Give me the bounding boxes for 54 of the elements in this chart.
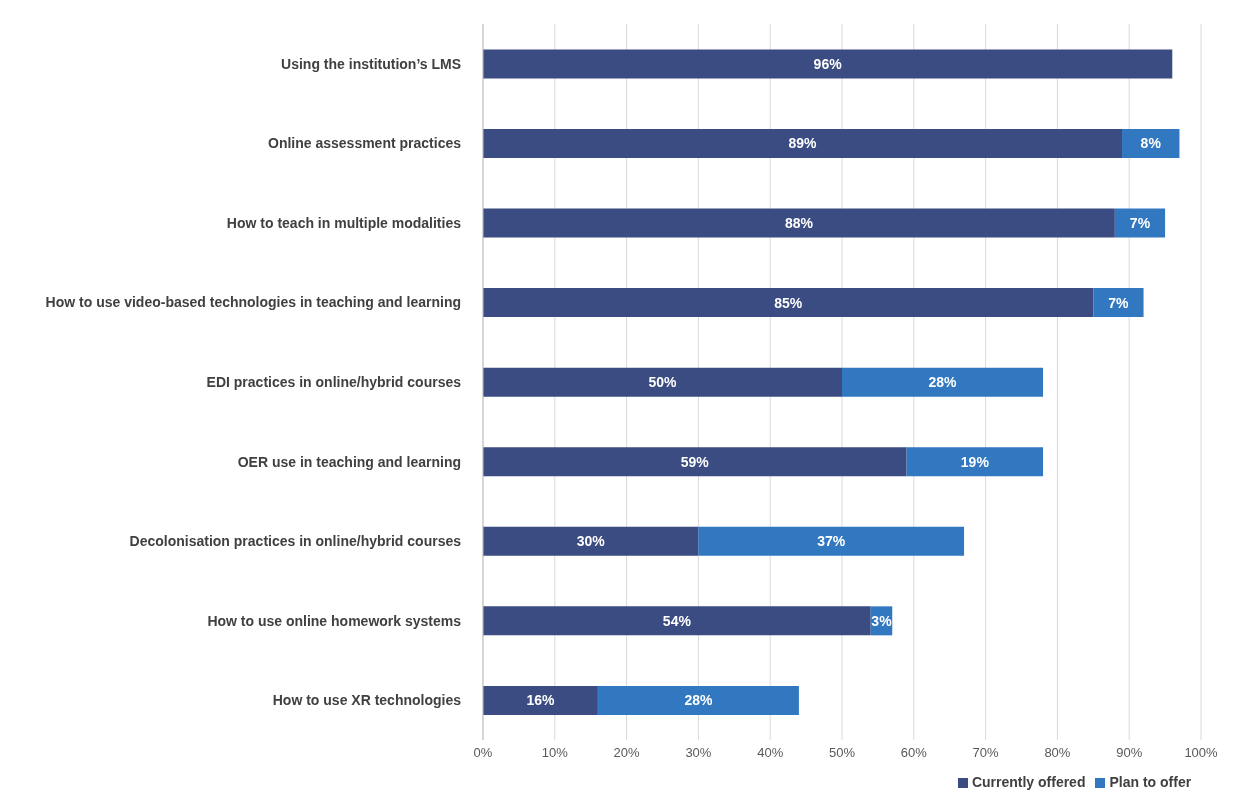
y-tick-label: How to use XR technologies [272,692,462,709]
data-label: 7% [1108,294,1130,311]
data-label: 28% [684,692,713,709]
data-label: 28% [928,374,958,391]
data-label: 8% [1140,135,1162,152]
x-tick-label: 20% [613,745,641,761]
y-tick-label: Using the institution’s LMS [281,55,461,72]
x-tick-label: 30% [685,745,712,761]
bar [906,447,1044,477]
x-tick-label: 10% [541,745,569,761]
x-tick-label: 70% [972,745,1000,761]
y-tick-label: Decolonisation practices in online/hybrid courses [129,533,462,550]
data-label: 19% [960,453,990,470]
data-label: 30% [576,533,606,550]
legend-label: Currently offered [971,774,1086,790]
data-label: 50% [648,374,678,391]
data-label: 3% [871,612,893,629]
data-label: 54% [662,612,692,629]
x-tick-label: 100% [1184,745,1219,761]
bar [1114,208,1166,238]
data-label: 89% [788,135,818,152]
data-label: 96% [813,55,843,72]
y-tick-label: EDI practices in online/hybrid courses [206,374,462,390]
y-tick-label: How to use video-based technologies in teaching and learning [45,294,461,311]
y-tick-label: Online assessment practices [268,135,462,152]
bar [483,367,842,397]
data-label: 85% [774,294,803,311]
bar [842,367,1044,397]
y-tick-label: OER use in teaching and learning [237,453,461,470]
bar [698,526,965,556]
data-label: 88% [784,215,814,232]
y-tick-label: How to teach in multiple modalities [226,214,462,231]
x-tick-label: 80% [1044,745,1071,761]
bar [483,288,1094,318]
bar [483,685,598,715]
bar [483,208,1115,238]
x-tick-label: 60% [900,745,928,761]
x-tick-label: 40% [757,745,784,761]
bar [1093,288,1144,318]
bar [483,526,699,556]
data-label: 59% [680,453,710,470]
bar [483,129,1123,159]
x-tick-label: 90% [1116,745,1143,761]
x-tick-label: 50% [828,745,856,761]
bar [483,447,907,477]
bar [597,685,799,715]
legend-label: Plan to offer [1109,774,1192,790]
y-tick-label: How to use online homework systems [207,612,462,629]
bar [483,606,871,636]
x-tick-label: 0% [473,745,493,761]
data-label: 16% [526,692,555,709]
data-label: 37% [817,533,846,550]
bar [483,49,1173,79]
data-label: 7% [1129,215,1151,232]
